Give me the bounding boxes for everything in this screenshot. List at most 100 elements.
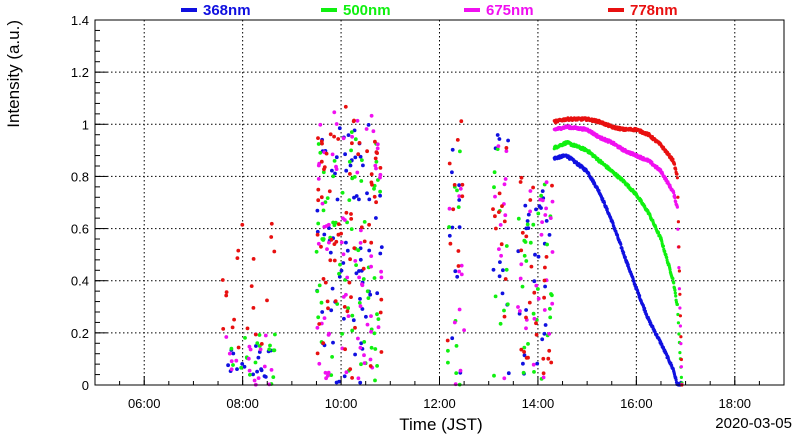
data-point: [269, 221, 274, 226]
x-tick-label: 06:00: [128, 396, 161, 411]
data-point: [544, 219, 549, 223]
data-point: [531, 311, 536, 316]
curve-point: [605, 207, 609, 211]
data-point: [327, 189, 332, 194]
data-point: [316, 187, 321, 192]
data-point: [254, 344, 258, 348]
data-point: [349, 212, 353, 216]
data-point: [544, 255, 549, 259]
data-point: [356, 336, 360, 341]
data-point: [357, 141, 362, 145]
data-point: [365, 191, 369, 196]
data-point: [337, 379, 341, 384]
data-point: [332, 159, 337, 163]
data-point: [523, 240, 528, 244]
data-point: [345, 220, 349, 225]
data-point: [522, 353, 527, 358]
data-point: [229, 346, 234, 351]
data-point: [536, 211, 541, 216]
data-point: [524, 326, 528, 331]
data-point: [547, 332, 552, 336]
data-point: [348, 257, 352, 262]
data-point: [448, 241, 453, 246]
data-point: [243, 336, 247, 340]
data-point: [247, 368, 252, 373]
data-point: [491, 207, 495, 212]
data-point: [378, 193, 382, 198]
data-point: [230, 325, 235, 330]
data-point: [495, 147, 500, 152]
data-point: [539, 193, 543, 198]
data-point: [234, 358, 239, 363]
data-point: [534, 283, 539, 288]
data-point: [317, 322, 322, 326]
data-point: [548, 315, 553, 320]
data-point: [329, 237, 334, 242]
data-point: [533, 252, 537, 257]
data-point: [372, 194, 377, 199]
data-point: [346, 133, 351, 138]
data-point: [492, 170, 497, 175]
data-point: [362, 239, 367, 244]
data-point: [272, 249, 277, 254]
data-point: [229, 367, 234, 372]
data-point: [375, 312, 379, 317]
data-point: [267, 347, 272, 352]
data-point: [543, 323, 548, 327]
data-point: [536, 287, 540, 291]
data-point: [257, 333, 262, 337]
data-point: [528, 240, 533, 245]
series-500nm: [229, 130, 684, 387]
data-point: [526, 212, 531, 217]
curve-point: [665, 256, 669, 260]
curve-point: [622, 251, 626, 255]
data-point: [357, 197, 361, 202]
data-point: [506, 138, 510, 143]
data-point: [336, 222, 341, 227]
data-point: [248, 372, 252, 377]
data-point: [347, 280, 352, 285]
data-point: [256, 376, 261, 380]
data-point: [330, 152, 335, 157]
data-point: [319, 300, 324, 305]
data-point: [519, 262, 524, 267]
data-point: [497, 137, 502, 141]
data-point: [379, 269, 383, 274]
data-point: [446, 348, 450, 353]
data-point: [334, 155, 339, 160]
data-point: [358, 297, 362, 301]
data-point: [496, 144, 501, 149]
data-point: [374, 200, 378, 205]
data-point: [341, 252, 346, 257]
data-point: [245, 326, 250, 331]
data-point: [349, 295, 353, 299]
data-point: [330, 355, 334, 359]
data-point: [493, 294, 498, 299]
data-point: [366, 296, 371, 300]
curve-point: [679, 342, 683, 346]
x-tick-label: 18:00: [719, 396, 752, 411]
data-point: [450, 147, 455, 152]
data-point: [447, 225, 451, 229]
curve-point: [679, 365, 684, 369]
data-point: [253, 332, 258, 337]
data-point: [319, 195, 324, 200]
data-point: [378, 189, 382, 194]
plot-frame: [94, 19, 785, 386]
data-point: [346, 314, 351, 318]
data-point: [519, 248, 524, 253]
data-point: [317, 361, 322, 366]
data-point: [339, 231, 343, 236]
data-point: [323, 200, 328, 205]
data-point: [528, 209, 532, 214]
y-tick-label: 1.2: [71, 65, 89, 80]
data-point: [355, 170, 360, 175]
data-point: [378, 166, 383, 170]
data-point: [262, 364, 267, 369]
data-point: [518, 309, 522, 313]
data-point: [494, 226, 498, 231]
data-point: [550, 199, 555, 204]
data-point: [460, 182, 465, 187]
data-point: [229, 359, 234, 364]
data-point: [331, 340, 335, 345]
